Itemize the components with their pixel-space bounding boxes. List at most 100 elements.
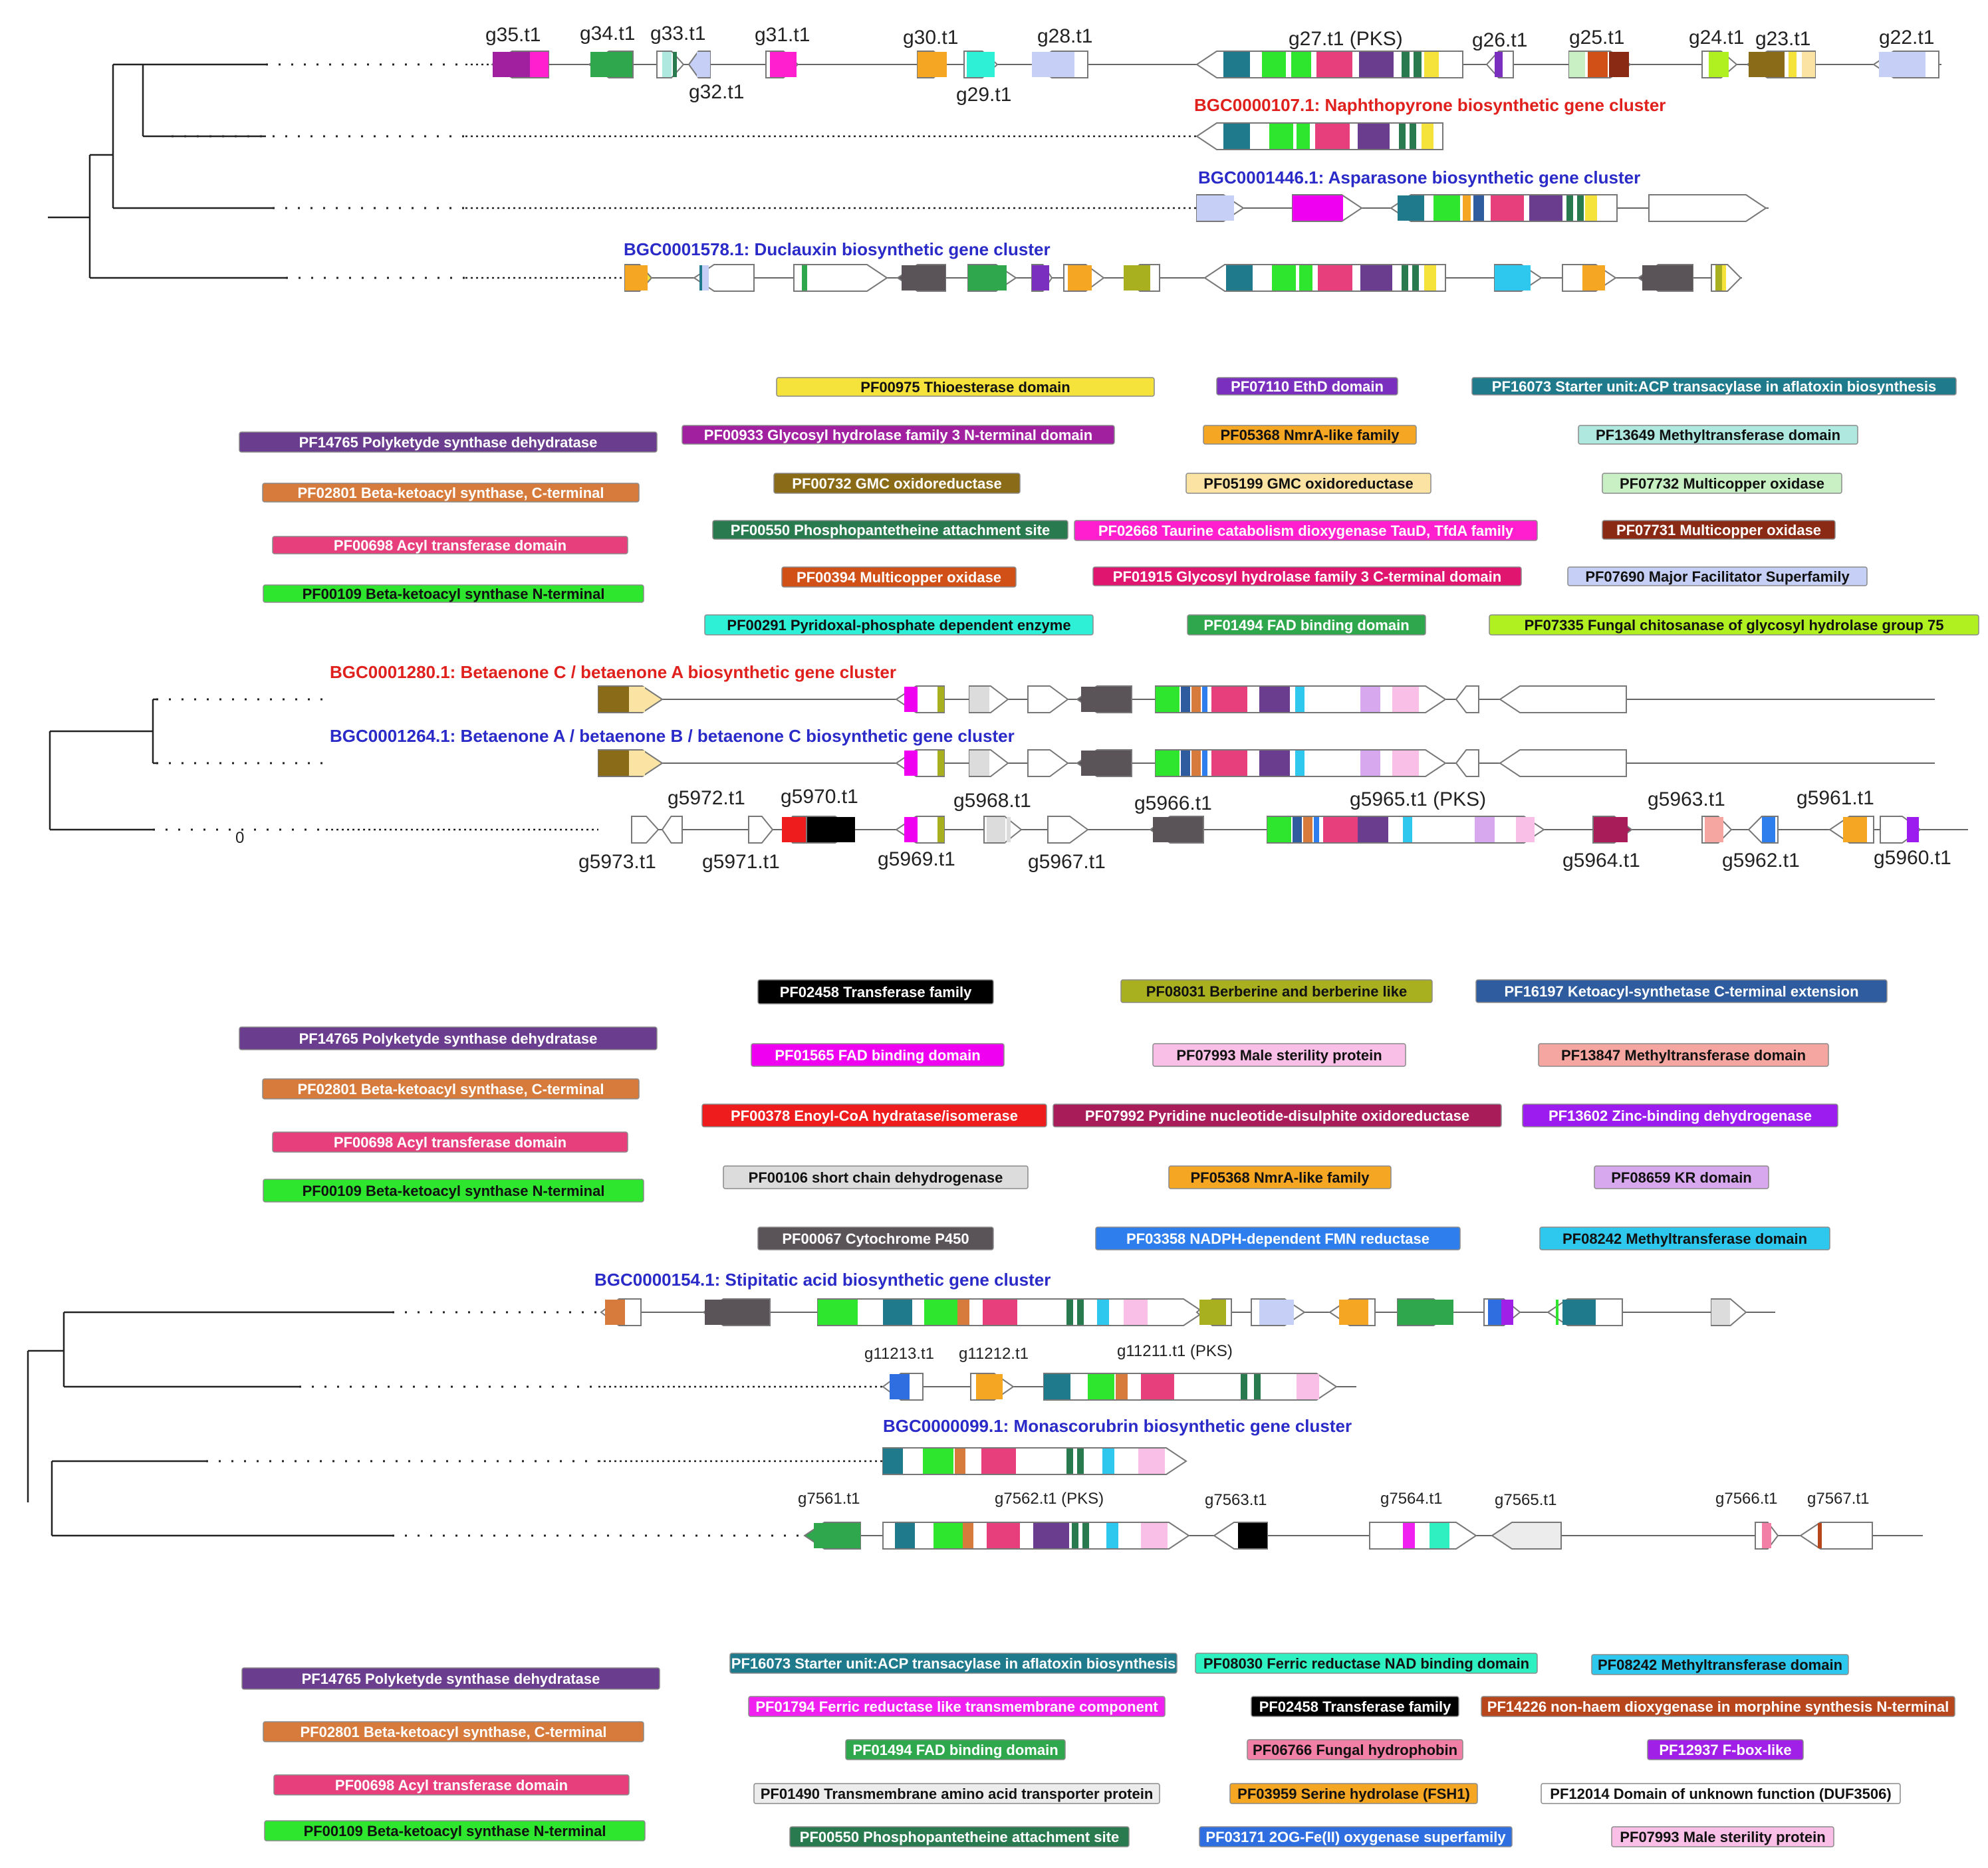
gene-arrow [1195, 122, 1443, 150]
legend-swatch [1199, 1826, 1513, 1847]
legend-swatch [1152, 1043, 1406, 1067]
gene-arrow [967, 264, 1017, 292]
domain-block [782, 817, 806, 842]
domain-block [1072, 1523, 1078, 1548]
legend-label: PF00106 short chain dehydrogenase [749, 1169, 1003, 1186]
domain-block [1414, 52, 1422, 77]
legend-label: PF00067 Cytochrome P450 [782, 1230, 969, 1247]
domain-legends: PF00975 Thioesterase domain PF07110 EthD … [239, 377, 1979, 1847]
domain-block [1081, 687, 1129, 712]
gene-label: g5972.t1 [668, 787, 745, 809]
legend-entry: PF01915 Glycosyl hydrolase family 3 C-te… [1092, 566, 1522, 586]
domain-block [605, 1300, 625, 1325]
gene-label: g5964.t1 [1562, 850, 1640, 872]
domain-block [1032, 52, 1074, 77]
domain-block [1398, 1300, 1453, 1325]
gene-arrow [1701, 816, 1733, 844]
legend-entry: PF00933 Glycosyl hydrolase family 3 N-te… [682, 425, 1115, 445]
gene-arrow [793, 264, 888, 292]
legend-label: PF00291 Pyridoxal-phosphate dependent en… [727, 617, 1070, 634]
domain-block [598, 751, 629, 776]
legend-entry: PF02801 Beta-ketoacyl synthase, C-termin… [262, 483, 640, 503]
domain-block [1106, 1523, 1118, 1548]
legend-swatch [1168, 1165, 1392, 1189]
legend-swatch [1602, 473, 1842, 494]
domain-block [1569, 52, 1585, 77]
legend-swatch [712, 520, 1068, 540]
gene-arrow [1455, 749, 1479, 777]
legend-label: PF00109 Beta-ketoacyl synthase N-termina… [304, 1823, 606, 1839]
domain-block [1314, 817, 1319, 842]
legend-swatch [789, 1826, 1130, 1847]
gene-arrow [1027, 749, 1069, 777]
gene-arrow [1027, 685, 1069, 713]
legend-entry: PF00394 Multicopper oxidase [781, 566, 1017, 588]
legend-label: PF00378 Enoyl-CoA hydratase/isomerase [731, 1108, 1018, 1124]
legend-label: PF08031 Berberine and berberine like [1146, 983, 1408, 1000]
domain-block [1226, 265, 1253, 291]
domain-block [1156, 687, 1180, 712]
domain-block [1529, 195, 1562, 221]
gene-label: g5963.t1 [1648, 788, 1725, 810]
legend-entry: PF12014 Domain of unknown function (DUF3… [1541, 1783, 1901, 1804]
legend-label: PF02458 Transferase family [780, 984, 972, 1000]
legend-entry: PF00109 Beta-ketoacyl synthase N-termina… [264, 1820, 646, 1841]
legend-label: PF02801 Beta-ketoacyl synthase, C-termin… [301, 1724, 607, 1740]
legend-swatch [1611, 1826, 1834, 1847]
legend-entry: PF00067 Cytochrome P450 [757, 1226, 994, 1250]
domain-block [1141, 1523, 1168, 1548]
domain-block [1497, 1300, 1501, 1325]
legend-label: PF01494 FAD binding domain [852, 1742, 1058, 1758]
legend-entry: PF00378 Enoyl-CoA hydratase/isomerase [701, 1104, 1047, 1127]
domain-block [1412, 265, 1419, 291]
domain-block [807, 817, 855, 842]
domain-block [1303, 817, 1312, 842]
legend-label: PF08242 Methyltransferase domain [1562, 1230, 1807, 1247]
legend-label: PF01915 Glycosyl hydrolase family 3 C-te… [1113, 568, 1501, 585]
gene-arrow [1568, 51, 1632, 78]
domain-block [1124, 265, 1150, 291]
domain-block [1475, 817, 1495, 842]
domain-block [1211, 687, 1247, 712]
gene-label: g5961.t1 [1797, 787, 1874, 809]
domain-block [818, 1300, 858, 1325]
legend-entry: PF01494 FAD binding domain [845, 1739, 1066, 1760]
legend-swatch [1053, 1104, 1502, 1127]
domain-block [933, 1523, 963, 1548]
domain-block [1299, 265, 1312, 291]
gene-label: g29.t1 [956, 84, 1011, 106]
domain-block [1291, 52, 1311, 77]
gene-arrow [817, 1298, 1205, 1326]
legend-label: PF03358 NADPH-dependent FMN reductase [1126, 1230, 1429, 1247]
legend-swatch [273, 1774, 630, 1796]
legend-entry: PF01794 Ferric reductase like transmembr… [748, 1696, 1166, 1717]
domain-block [1295, 687, 1305, 712]
gene-label: g28.t1 [1037, 25, 1092, 47]
legend-entry: PF07110 EthD domain [1216, 377, 1398, 396]
legend-swatch [1489, 614, 1979, 636]
legend-swatch [263, 1179, 644, 1203]
legend-label: PF16197 Ketoacyl-synthetase C-terminal e… [1504, 983, 1858, 1000]
domain-block [1424, 52, 1439, 77]
domain-block [968, 265, 1007, 291]
gene-arrow [1746, 51, 1816, 78]
domain-block [1297, 124, 1310, 149]
gene-label: g26.t1 [1472, 29, 1527, 51]
domain-block [1642, 265, 1693, 291]
legend-swatch [1539, 1226, 1830, 1250]
legend-entry: PF00109 Beta-ketoacyl synthase N-termina… [263, 1179, 644, 1203]
gene-arrow [896, 264, 946, 292]
legend-label: PF13649 Methyltransferase domain [1596, 427, 1840, 443]
legend-label: PF13602 Zinc-binding dehydrogenase [1549, 1108, 1812, 1124]
gene-arrow [631, 816, 660, 844]
legend-swatch [1251, 1696, 1459, 1717]
legend-label: PF12937 F-box-like [1659, 1742, 1791, 1758]
gene-arrow [1063, 264, 1105, 292]
domain-block [1789, 52, 1797, 77]
domain-block [1577, 195, 1584, 221]
domain-block [1495, 52, 1503, 77]
gene-label: g32.t1 [689, 81, 744, 103]
legend-swatch [1594, 1165, 1769, 1189]
domain-block [904, 687, 918, 712]
gene-arrow [895, 749, 945, 777]
